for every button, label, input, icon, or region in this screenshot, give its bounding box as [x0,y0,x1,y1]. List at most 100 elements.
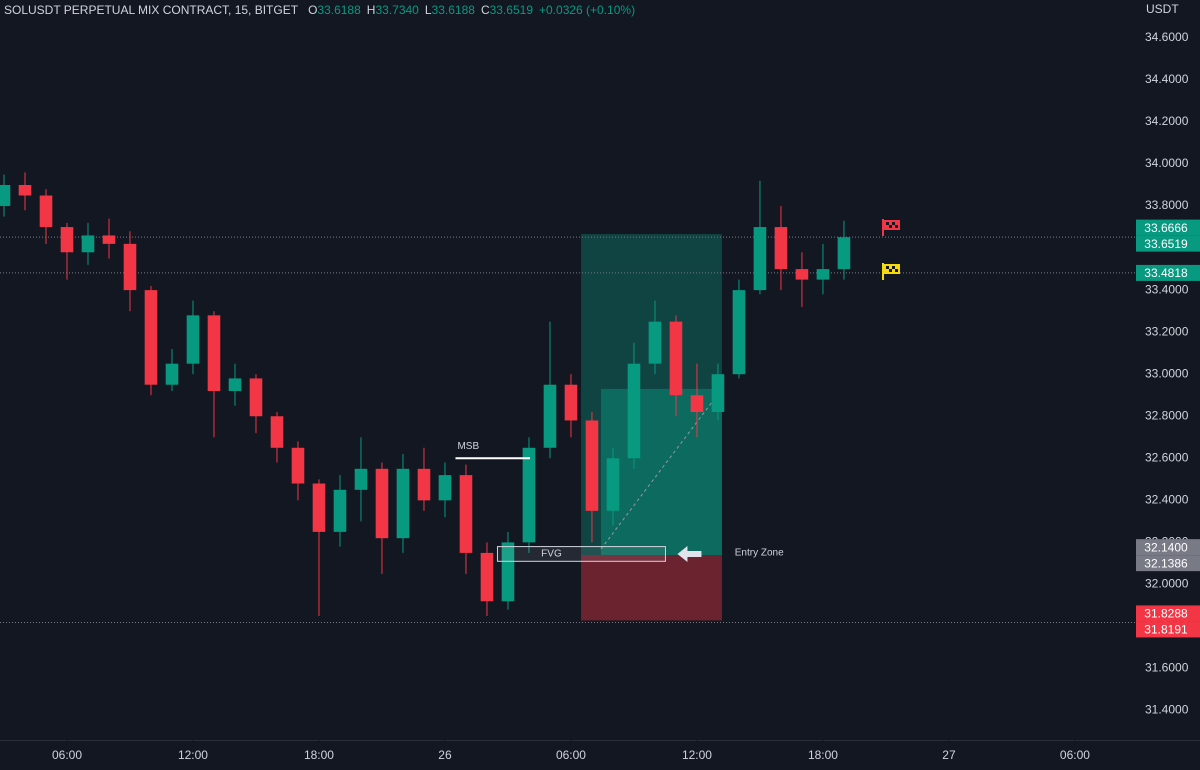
y-unit: USDT [1146,2,1179,16]
candle-body [333,489,347,532]
ohlc-key: L [424,3,432,17]
candle [291,441,305,501]
candle-body [816,269,830,280]
y-tick-label: 32.6000 [1145,450,1189,464]
y-tick-label: 31.4000 [1145,703,1189,717]
progress-zone [600,388,722,555]
y-tick-label: 32.4000 [1145,493,1189,507]
candle-body [81,235,95,253]
stop-zone [581,555,722,621]
fvg-label: FVG [541,549,562,560]
candle [585,412,599,543]
y-tick-label: 33.8000 [1145,198,1189,212]
candle-body [375,468,389,539]
candle-body [585,420,599,511]
price-label: 33.6666 [1144,221,1188,235]
change: +0.0326 (+0.10%) [539,3,636,17]
candle [711,363,725,421]
candle-body [207,315,221,392]
candle [144,285,158,396]
x-tick-label: 06:00 [1060,748,1090,762]
candle-body [123,243,137,291]
price-label-bg [1136,539,1200,556]
y-tick-label: 33.4000 [1145,282,1189,296]
legend-header: SOLUSDT PERPETUAL MIX CONTRACT, 15, BITG… [4,3,641,17]
candle-body [480,552,494,602]
candle-body [165,363,179,385]
candle [522,437,536,553]
candle-body [732,290,746,375]
candle [648,300,662,375]
candle-body [501,542,515,602]
candle [39,189,53,244]
candle [732,279,746,379]
candle-body [753,227,767,291]
y-tick-label: 34.2000 [1145,114,1189,128]
target-zone [581,234,722,555]
candle-body [0,185,11,207]
symbol: SOLUSDT PERPETUAL MIX CONTRACT, 15, BITG… [4,3,299,17]
candle-body [39,195,53,228]
candle [354,437,368,522]
candle-body [102,235,116,244]
candle-body [228,378,242,392]
y-tick-label: 32.0000 [1145,577,1189,591]
price-label-bg [1136,605,1200,622]
candle-body [312,483,326,532]
candle [438,462,452,518]
candle-body [438,475,452,501]
candle [312,479,326,616]
candle [0,174,11,217]
entry-zone-label: Entry Zone [735,548,784,559]
candle-body [60,227,74,253]
candle [753,180,767,295]
candle-body [543,384,557,448]
candle [102,218,116,259]
candle [480,542,494,616]
candle-body [249,378,263,417]
y-tick-label: 34.4000 [1145,72,1189,86]
candle [249,374,263,434]
candle [417,447,431,511]
candle-body [144,290,158,385]
candle-body [522,447,536,543]
candle-body [291,447,305,484]
candle-body [18,185,32,196]
price-label: 33.6519 [1144,237,1188,251]
candle [396,454,410,553]
candle [606,447,620,526]
y-tick-label: 33.2000 [1145,324,1189,338]
candle [270,412,284,463]
y-tick-label: 31.6000 [1145,661,1189,675]
ohlc-value: 33.6519 [489,3,533,17]
candle [795,252,809,307]
candle-body [417,468,431,501]
price-label: 33.4818 [1144,266,1188,280]
price-label: 31.8191 [1144,623,1188,637]
target-flag [882,219,900,236]
candle-body [627,363,641,459]
price-label-bg [1136,555,1200,572]
x-tick-label: 26 [438,748,452,762]
candle [186,300,200,375]
candle [375,462,389,574]
price-label-bg [1136,235,1200,252]
price-label: 32.1386 [1144,556,1188,570]
candle-body [396,468,410,539]
candle-body [648,321,662,364]
candle [837,220,851,280]
candle-body [690,395,704,413]
candle-body [270,416,284,448]
candle [690,363,704,438]
price-label-bg [1136,219,1200,236]
candle [81,222,95,265]
candle [123,231,137,312]
candle-body [354,468,368,490]
price-label-bg [1136,621,1200,638]
candle-body [669,321,683,396]
x-tick-label: 27 [942,748,956,762]
ohlc-key: C [480,3,490,17]
